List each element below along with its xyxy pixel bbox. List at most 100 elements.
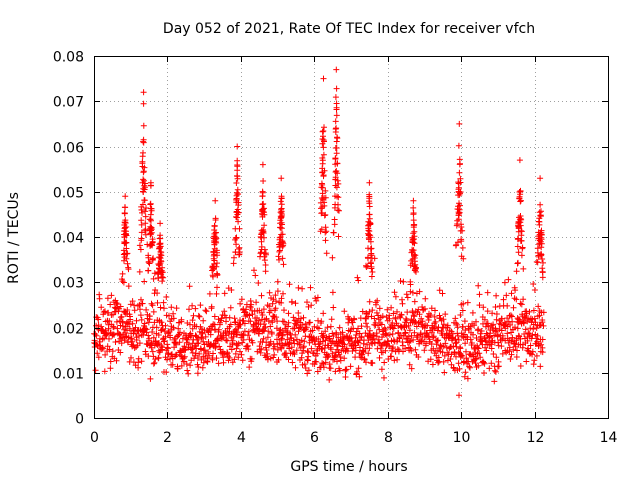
data-point: [456, 156, 463, 163]
data-point: [232, 350, 239, 357]
data-point: [322, 328, 329, 335]
data-point: [334, 207, 341, 214]
data-point: [248, 355, 255, 362]
y-tick-label: 0.07: [53, 95, 84, 111]
data-point: [358, 333, 365, 340]
data-point: [180, 355, 187, 362]
data-point: [539, 269, 546, 276]
data-point: [129, 298, 136, 305]
data-point: [369, 307, 376, 314]
data-point: [206, 352, 213, 359]
data-point: [194, 370, 201, 377]
data-point: [298, 337, 305, 344]
data-point: [184, 336, 191, 343]
data-point: [447, 356, 454, 362]
data-point: [413, 323, 420, 330]
data-point: [125, 283, 132, 290]
data-point: [328, 346, 334, 353]
data-point: [205, 328, 212, 335]
data-point: [322, 337, 329, 344]
data-point: [353, 371, 360, 378]
data-point: [539, 319, 546, 326]
data-point: [275, 253, 282, 260]
data-point: [211, 251, 218, 258]
data-point: [279, 318, 286, 325]
data-point: [320, 173, 327, 180]
data-point: [425, 333, 432, 340]
data-point: [336, 324, 343, 331]
data-point: [333, 329, 340, 336]
x-tick-label: 2: [163, 430, 172, 446]
data-point: [126, 325, 133, 332]
data-point: [493, 316, 500, 323]
data-point: [156, 265, 163, 272]
data-point: [410, 336, 417, 343]
data-point: [159, 264, 166, 271]
data-point: [175, 325, 182, 332]
data-point: [272, 305, 279, 312]
data-point: [509, 318, 516, 325]
data-point: [271, 351, 278, 358]
data-point: [170, 310, 177, 317]
data-point: [477, 354, 484, 361]
data-point: [334, 342, 341, 349]
data-point: [430, 333, 437, 340]
data-point: [150, 308, 157, 315]
data-point: [313, 358, 320, 365]
x-tick-label: 0: [90, 430, 99, 446]
data-point: [269, 300, 276, 307]
data-point: [260, 335, 267, 342]
data-point: [366, 195, 373, 202]
data-point: [258, 249, 264, 256]
data-point: [311, 323, 318, 330]
data-point: [416, 288, 423, 295]
data-point: [510, 304, 517, 311]
data-point: [454, 324, 461, 331]
y-tick-label: 0.03: [53, 276, 84, 292]
data-point: [365, 350, 372, 357]
data-point: [304, 370, 311, 377]
data-point: [456, 120, 463, 127]
data-point: [141, 197, 148, 204]
data-point: [307, 319, 313, 326]
data-point: [411, 298, 418, 305]
data-point: [142, 231, 149, 238]
data-point: [140, 176, 147, 183]
data-point: [410, 236, 417, 243]
data-point: [412, 346, 419, 353]
data-point: [158, 319, 165, 326]
data-point: [388, 353, 395, 360]
data-point: [456, 189, 462, 196]
data-point: [322, 211, 329, 218]
data-point: [483, 347, 490, 354]
data-point: [486, 365, 493, 372]
data-point: [277, 213, 284, 220]
data-point: [290, 314, 297, 321]
data-point: [129, 338, 136, 345]
data-point: [107, 365, 114, 372]
data-point: [168, 304, 175, 311]
data-point: [214, 272, 221, 279]
data-point: [354, 274, 361, 281]
data-point: [355, 277, 362, 284]
data-point: [152, 287, 159, 293]
data-point: [125, 264, 132, 271]
data-point: [136, 333, 142, 339]
data-point: [154, 299, 161, 306]
data-point: [264, 334, 271, 341]
data-point: [102, 351, 109, 358]
data-point: [234, 163, 241, 170]
data-point: [526, 308, 533, 315]
data-point: [533, 352, 540, 359]
data-point: [157, 220, 164, 227]
data-point: [540, 322, 547, 329]
data-point: [319, 184, 326, 191]
data-point: [505, 276, 512, 283]
data-point: [189, 325, 196, 332]
data-point: [358, 323, 365, 330]
data-point: [312, 295, 319, 302]
data-point: [512, 287, 519, 294]
data-point: [535, 303, 542, 310]
data-point: [104, 295, 111, 302]
data-point: [537, 363, 544, 370]
